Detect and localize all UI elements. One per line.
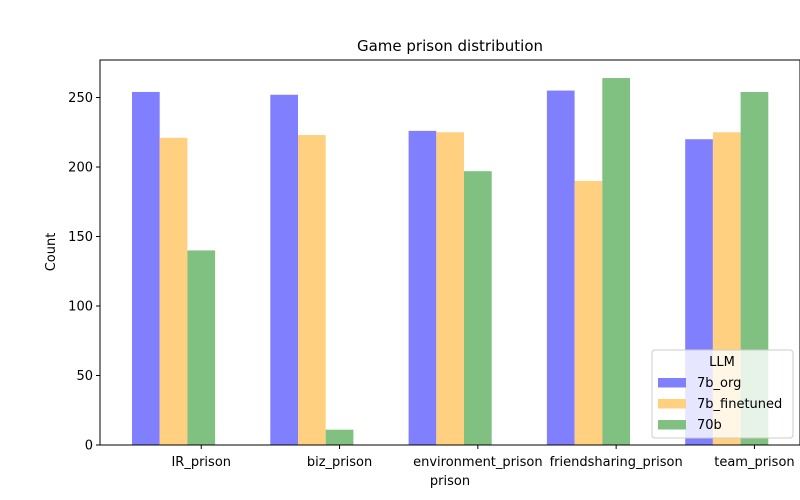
- bar-7b_org-friendsharing_prison: [546, 90, 575, 446]
- chart-title: Game prison distribution: [357, 37, 543, 55]
- y-tick-label: 250: [68, 91, 93, 106]
- bar-7b_org-IR_prison: [132, 91, 160, 446]
- x-tick-label: IR_prison: [171, 455, 231, 470]
- x-tick-label: biz_prison: [307, 455, 372, 470]
- x-tick-label: environment_prison: [413, 455, 542, 470]
- bar-7b_finetuned-friendsharing_prison: [574, 180, 603, 445]
- legend-label-7b_finetuned: 7b_finetuned: [697, 397, 782, 412]
- x-axis-label: prison: [430, 474, 470, 489]
- y-axis: 0 50 100 150 200 250: [68, 91, 100, 454]
- legend-label-7b_org: 7b_org: [697, 376, 741, 391]
- bar-7b_finetuned-environment_prison: [436, 132, 464, 446]
- y-tick-label: 50: [76, 369, 93, 384]
- y-tick-label: 100: [68, 300, 93, 315]
- legend-swatch-7b_finetuned: [658, 399, 686, 409]
- bar-7b_org-biz_prison: [270, 94, 298, 446]
- legend: LLM 7b_org 7b_finetuned 70b: [651, 349, 794, 439]
- legend-label-70b: 70b: [697, 418, 722, 433]
- y-axis-label: Count: [44, 233, 59, 272]
- bar-7b_finetuned-IR_prison: [159, 137, 188, 446]
- bar-7b_finetuned-biz_prison: [298, 135, 326, 446]
- legend-box: [651, 349, 794, 439]
- bar-7b_org-environment_prison: [408, 130, 437, 446]
- y-tick-label: 0: [85, 439, 93, 454]
- legend-swatch-7b_org: [658, 378, 686, 388]
- bar-70b-environment_prison: [464, 171, 492, 445]
- y-tick-label: 150: [68, 230, 93, 245]
- legend-title: LLM: [709, 355, 735, 370]
- legend-swatch-70b: [658, 420, 686, 430]
- x-axis: IR_prison biz_prison environment_prison fri…: [171, 445, 795, 470]
- y-tick-label: 200: [68, 161, 93, 176]
- x-tick-label: friendsharing_prison: [550, 455, 683, 470]
- bar-70b-IR_prison: [187, 250, 216, 445]
- plot-frame: [99, 59, 800, 446]
- bar-70b-friendsharing_prison: [602, 78, 630, 445]
- x-tick-label: team_prison: [714, 455, 794, 470]
- bar-70b-biz_prison: [325, 429, 354, 445]
